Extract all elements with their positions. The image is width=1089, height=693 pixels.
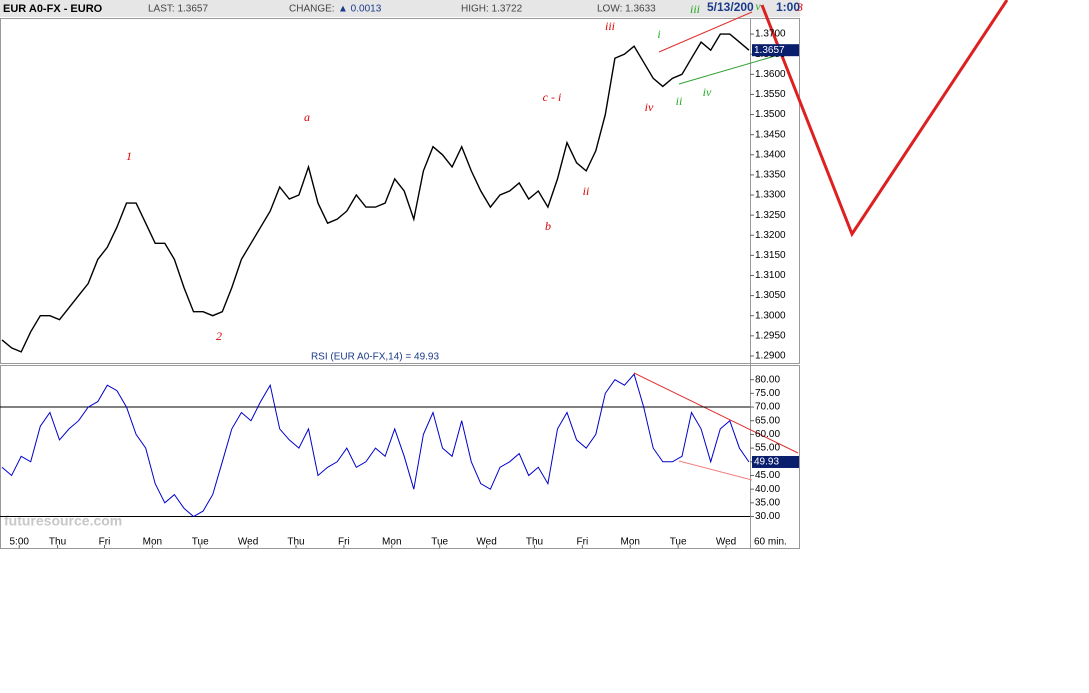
x-unit: 60 min. <box>754 537 787 548</box>
wave-label: 1 <box>126 149 132 163</box>
wave-label: 3 <box>796 0 803 14</box>
x-tick-label: Fri <box>99 537 111 548</box>
projection-line <box>760 0 1009 238</box>
y-tick-label: 1.3300 <box>755 190 786 201</box>
y-tick-label: 1.3500 <box>755 109 786 120</box>
y-tick-label: 75.00 <box>755 388 780 399</box>
y-tick-label: 1.3550 <box>755 89 786 100</box>
wave-label: iv <box>703 85 712 99</box>
high: HIGH: 1.3722 <box>461 4 523 15</box>
x-tick-label: Thu <box>49 537 66 548</box>
x-tick-label: Wed <box>476 537 496 548</box>
y-tick-label: 35.00 <box>755 497 780 508</box>
last-value-box <box>752 44 799 57</box>
wave-label: iii <box>690 2 700 16</box>
panel-title: RSI (EUR A0-FX,14) = 49.93 <box>311 352 440 363</box>
x-tick-label: Wed <box>716 537 736 548</box>
series-line <box>1 33 750 353</box>
x-tick-label: Fri <box>577 537 589 548</box>
y-tick-label: 1.3150 <box>755 250 786 261</box>
wave-label: i <box>657 27 660 41</box>
rsi-panel <box>0 365 800 549</box>
wave-label: 2 <box>216 329 222 343</box>
y-tick-label: 45.00 <box>755 470 780 481</box>
y-tick-label: 1.3200 <box>755 230 786 241</box>
y-tick-label: 55.00 <box>755 443 780 454</box>
date: 5/13/200 <box>707 0 754 14</box>
y-tick-label: 1.3450 <box>755 129 786 140</box>
wave-label: iii <box>605 19 615 33</box>
last-value-box <box>752 455 799 468</box>
y-tick-label: 30.00 <box>755 511 780 522</box>
x-tick-label: 5:00 <box>10 537 30 548</box>
y-tick-label: 1.3050 <box>755 290 786 301</box>
header-bar <box>0 0 800 17</box>
wave-label: b <box>545 219 551 233</box>
y-tick-label: 60.00 <box>755 429 780 440</box>
x-tick-label: Mon <box>382 537 401 548</box>
wave-label: iv <box>645 100 654 114</box>
y-tick-label: 1.3000 <box>755 310 786 321</box>
y-tick-label: 1.3600 <box>755 69 786 80</box>
x-tick-label: Wed <box>238 537 258 548</box>
y-tick-label: 1.3700 <box>755 29 786 40</box>
x-tick-label: Mon <box>143 537 162 548</box>
trend-line <box>678 460 753 481</box>
trend-line <box>678 55 776 85</box>
y-tick-label: 40.00 <box>755 484 780 495</box>
low: LOW: 1.3633 <box>597 4 656 15</box>
y-tick-label: 1.3350 <box>755 170 786 181</box>
x-tick-label: Fri <box>338 537 350 548</box>
x-tick-label: Tue <box>431 537 448 548</box>
series-line <box>1 373 750 518</box>
y-tick-label: 1.2950 <box>755 330 786 341</box>
wave-label: c - i <box>543 90 562 104</box>
symbol: EUR A0-FX - EURO <box>3 3 103 15</box>
price-panel <box>0 18 800 364</box>
wave-label: a <box>304 110 310 124</box>
y-tick-label: 80.00 <box>755 374 780 385</box>
y-tick-label: 1.3250 <box>755 210 786 221</box>
y-tick-label: 1.3100 <box>755 270 786 281</box>
y-tick-label: 65.00 <box>755 415 780 426</box>
last-value-label: 1.3657 <box>754 45 785 56</box>
change: ▲ 0.0013 <box>338 4 382 15</box>
y-tick-label: 1.2900 <box>755 351 786 362</box>
x-tick-label: Mon <box>621 537 640 548</box>
x-tick-label: Thu <box>287 537 304 548</box>
x-tick-label: Tue <box>192 537 209 548</box>
trend-line <box>658 11 753 53</box>
x-tick-label: Thu <box>526 537 543 548</box>
y-tick-label: 1.3400 <box>755 149 786 160</box>
y-tick-label: 70.00 <box>755 402 780 413</box>
last-value-label: 49.93 <box>754 457 779 468</box>
change-label: CHANGE: <box>289 4 335 15</box>
wave-label: ii <box>676 94 683 108</box>
trend-line <box>633 372 799 454</box>
x-tick-label: Tue <box>670 537 687 548</box>
time: 1:00 <box>776 0 800 14</box>
last: LAST: 1.3657 <box>148 4 208 15</box>
watermark: futuresource.com <box>4 513 122 529</box>
wave-label: v <box>755 0 761 13</box>
wave-label: ii <box>583 184 590 198</box>
